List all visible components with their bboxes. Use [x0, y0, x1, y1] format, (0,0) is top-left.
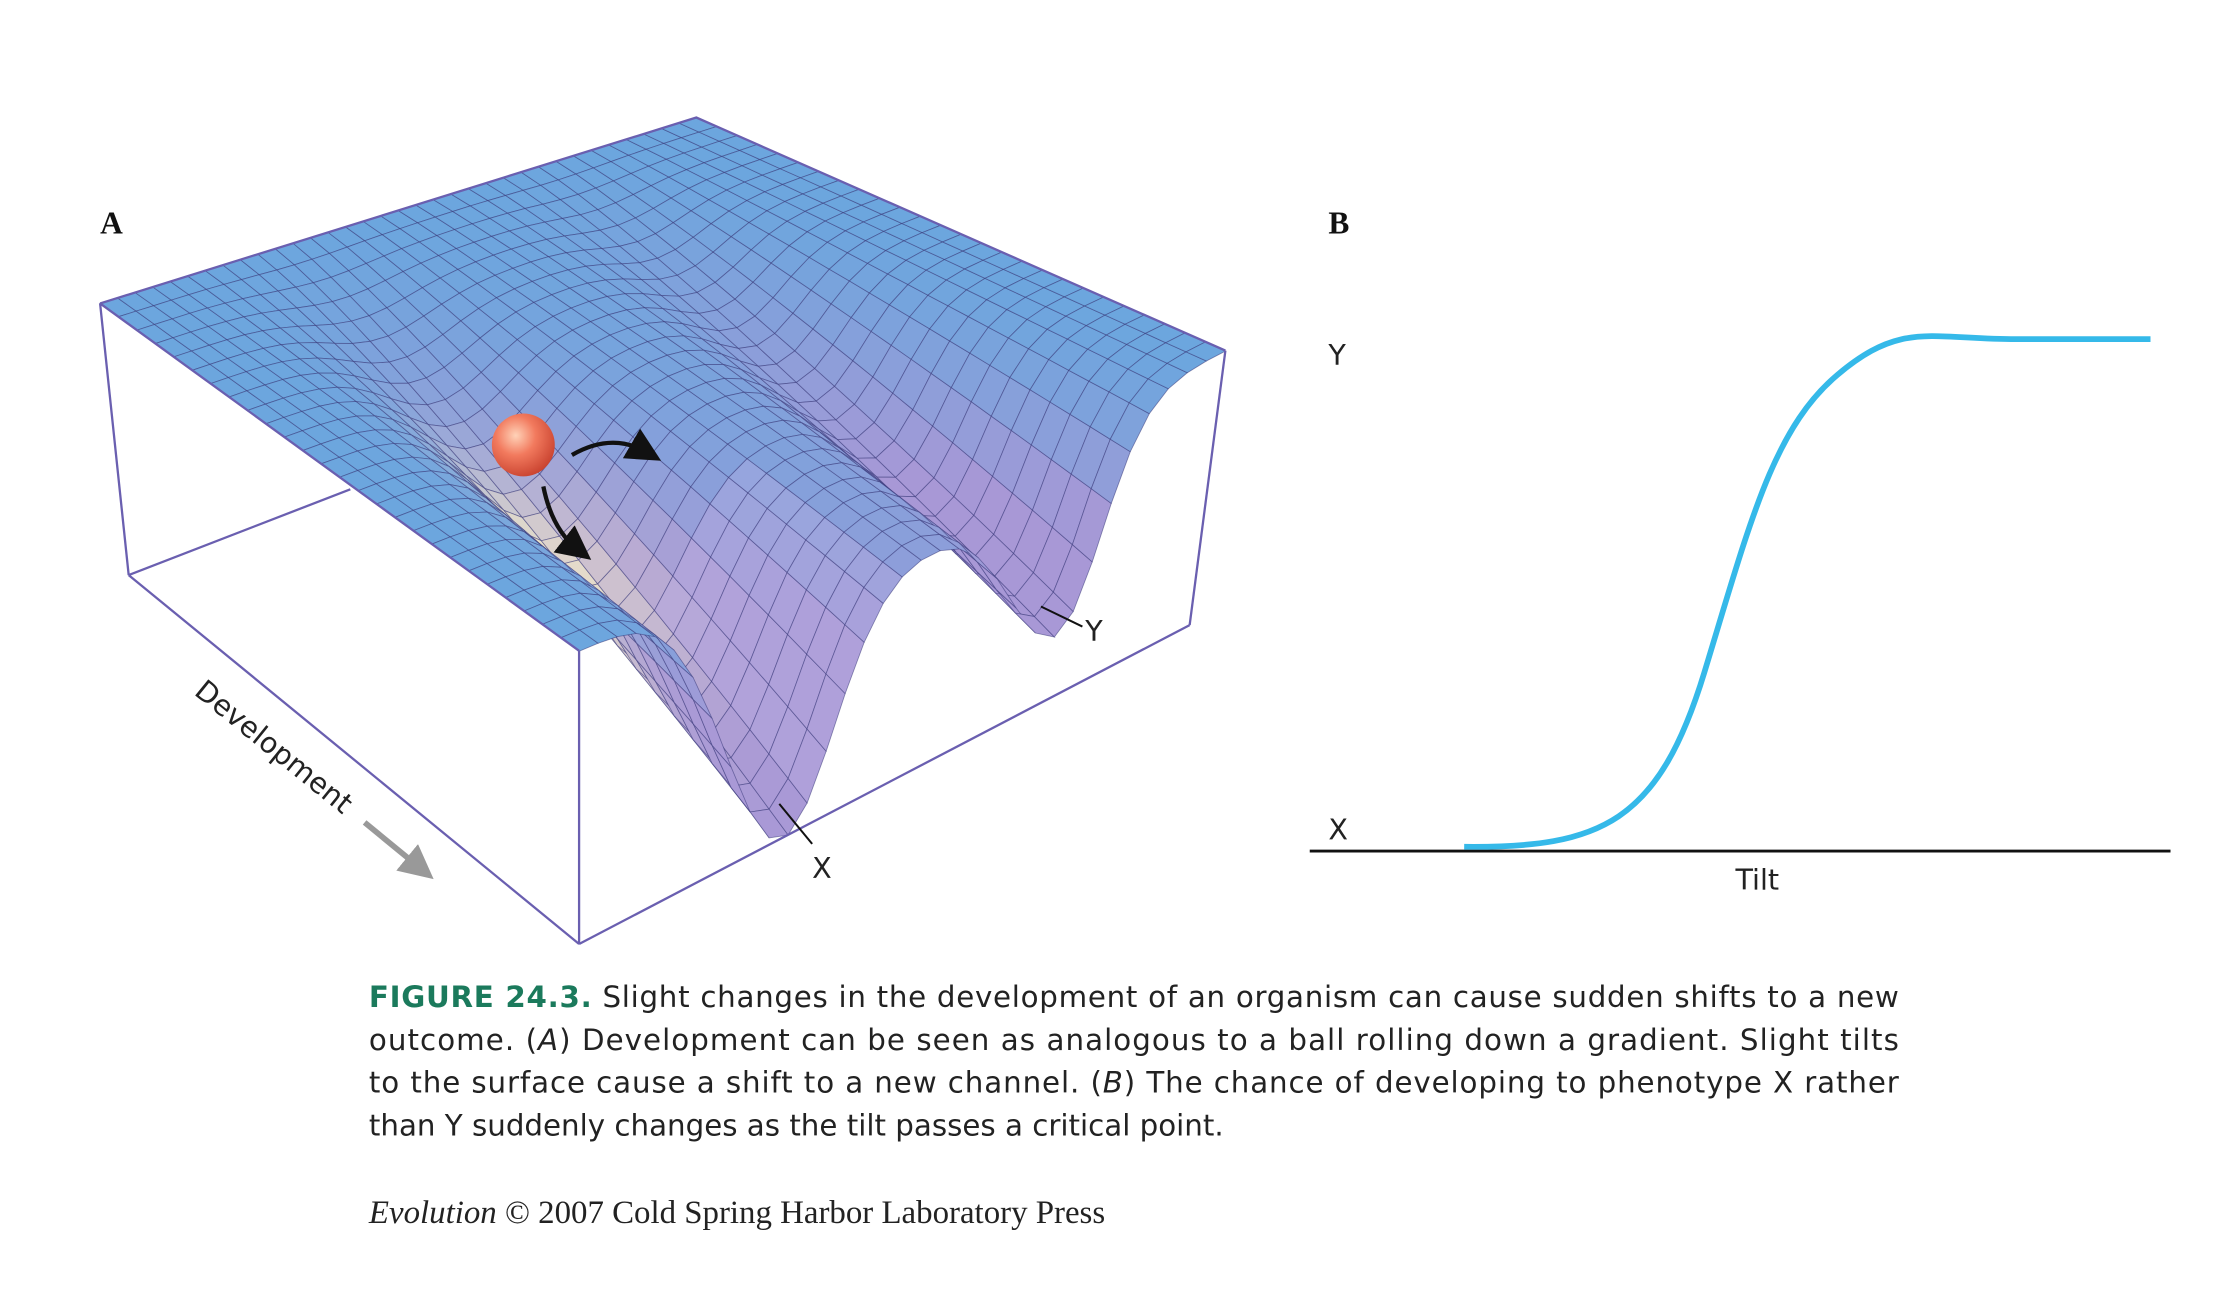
caption-text: ) Development can be seen as analogous t… [559, 1023, 1899, 1057]
valley-label: X [812, 851, 832, 885]
arrow-shift [570, 428, 662, 461]
credit: Evolution © 2007 Cold Spring Harbor Labo… [368, 1195, 1105, 1231]
caption-text: ) The chance of developing to phenotype … [1124, 1066, 1900, 1100]
caption-text: outcome. ( [369, 1023, 537, 1057]
box-frame [98, 116, 1227, 945]
caption-text: to the surface cause a shift to a new ch… [369, 1066, 1102, 1100]
caption-line: than Y suddenly changes as the tilt pass… [369, 1109, 1224, 1143]
leader-x [778, 803, 813, 845]
y-label: X [1328, 813, 1348, 847]
caption-text: B [1103, 1066, 1123, 1100]
y-label: Y [1327, 338, 1346, 372]
panel-label: A [100, 205, 123, 240]
valley-label: Y [1084, 614, 1103, 648]
credit-text: © 2007 Cold Spring Harbor Laboratory Pre… [505, 1195, 1105, 1231]
caption-line: to the surface cause a shift to a new ch… [369, 1066, 1900, 1100]
sigmoid-curve [1464, 333, 2151, 850]
credit-title: Evolution [368, 1195, 497, 1231]
caption-text: A [536, 1023, 558, 1057]
ball [491, 413, 555, 477]
panel-label: B [1328, 205, 1349, 240]
leader-y [1040, 605, 1083, 628]
arrow-down [541, 486, 592, 560]
caption-line: outcome. (A) Development can be seen as … [369, 1023, 1899, 1057]
figure-number: FIGURE 24.3. [369, 980, 592, 1014]
caption-text: Slight changes in the development of an … [602, 980, 1898, 1014]
x-label: Tilt [1734, 863, 1779, 897]
caption-line: FIGURE 24.3. Slight changes in the devel… [369, 980, 1899, 1014]
development-arrow [362, 820, 434, 880]
